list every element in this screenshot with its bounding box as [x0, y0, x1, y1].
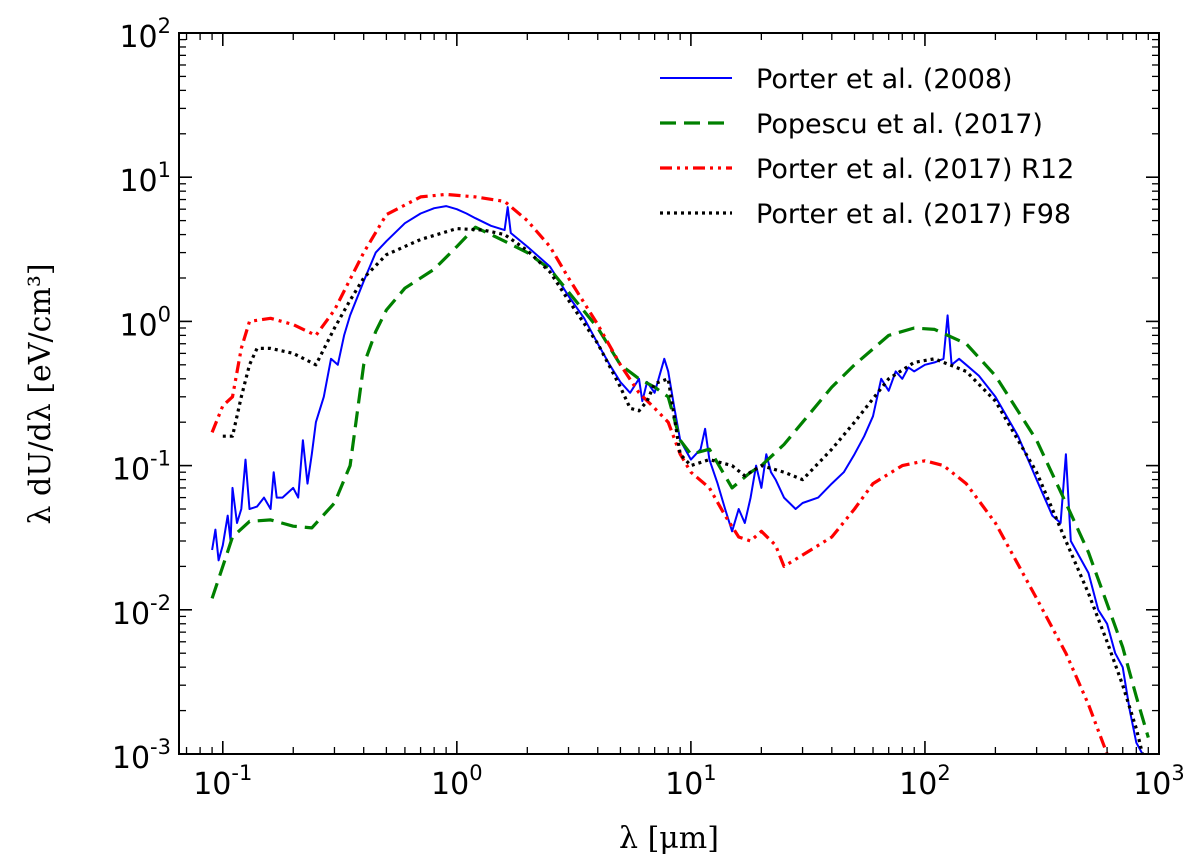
legend-label-4: Porter et al. (2017) F98: [756, 199, 1071, 230]
y-tick-label: 10-3: [112, 735, 171, 776]
x-tick-label: 101: [665, 761, 717, 802]
x-tick-label: 103: [1133, 761, 1185, 802]
series-line-4: [222, 227, 1145, 754]
plot-frame: [178, 32, 1160, 755]
x-tick-label: 10-1: [193, 761, 252, 802]
series-line-2: [210, 225, 1150, 739]
y-tick-label: 101: [119, 158, 171, 199]
series-layer: [210, 192, 1150, 754]
series-line-1: [211, 205, 1144, 754]
axes: 10-1 100 101 102 103 10-3 10-2 10-1 100 101 102: [112, 14, 1185, 802]
x-axis-label: λ [μm]: [619, 821, 719, 856]
y-tick-label: 102: [119, 14, 171, 55]
x-tick-label: 100: [431, 761, 483, 802]
y-tick-label: 100: [119, 302, 171, 343]
y-tick-label: 10-1: [112, 447, 171, 488]
legend-label-2: Popescu et al. (2017): [756, 109, 1043, 140]
legend: Porter et al. (2008) Popescu et al. (2017…: [660, 64, 1074, 230]
series-line-3: [210, 192, 1109, 754]
legend-label-3: Porter et al. (2017) R12: [756, 154, 1074, 185]
x-tick-label: 102: [899, 761, 951, 802]
y-tick-label: 10-2: [112, 591, 171, 632]
y-axis-label: λ dU/dλ [eV/cm³]: [23, 263, 58, 524]
legend-label-1: Porter et al. (2008): [756, 64, 1013, 95]
